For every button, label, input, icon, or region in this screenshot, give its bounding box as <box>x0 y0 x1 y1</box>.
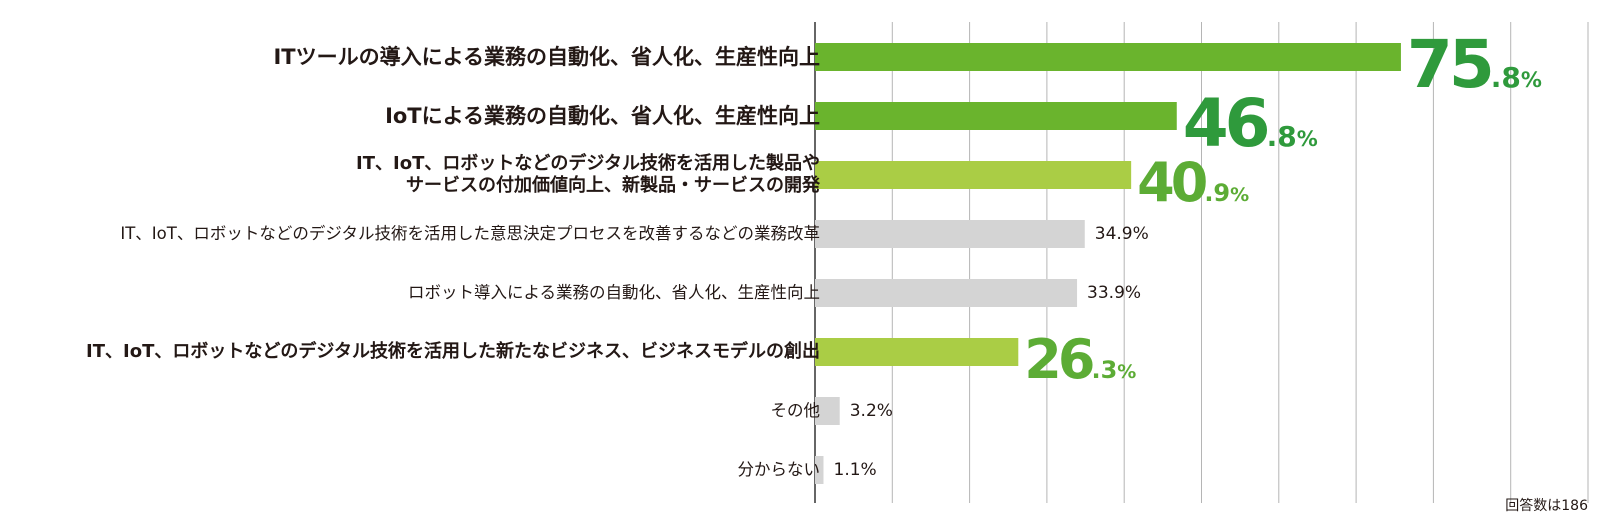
bar <box>815 43 1401 71</box>
bar <box>815 456 824 484</box>
bar <box>815 161 1132 189</box>
category-label: IoTによる業務の自動化、省人化、生産性向上 <box>385 103 820 128</box>
value-label: 40.9% <box>1137 151 1250 214</box>
category-label: その他 <box>770 400 821 420</box>
bar <box>815 397 840 425</box>
value-label: 3.2% <box>849 401 893 421</box>
value-label: 34.9% <box>1094 224 1149 244</box>
category-label: IT、IoT、ロボットなどのデジタル技術を活用した新たなビジネス、ビジネスモデル… <box>86 340 820 362</box>
value-label: 26.3% <box>1024 328 1137 391</box>
value-label: 1.1% <box>833 460 877 480</box>
category-label: ITツールの導入による業務の自動化、省人化、生産性向上 <box>273 44 820 69</box>
response-count-note: 回答数は186 <box>1505 498 1588 514</box>
value-label: 75.8% <box>1406 26 1542 103</box>
bar <box>815 279 1078 307</box>
value-label: 46.8% <box>1182 85 1318 162</box>
bar <box>815 220 1085 248</box>
category-label: 分からない <box>737 459 821 479</box>
bar <box>815 338 1019 366</box>
value-label: 33.9% <box>1087 283 1142 303</box>
category-label: ロボット導入による業務の自動化、省人化、生産性向上 <box>407 282 820 302</box>
bar <box>815 102 1177 130</box>
category-label: IT、IoT、ロボットなどのデジタル技術を活用した製品や サービスの付加価値向上、… <box>356 152 820 197</box>
category-label: IT、IoT、ロボットなどのデジタル技術を活用した意思決定プロセスを改善するなど… <box>120 223 820 243</box>
